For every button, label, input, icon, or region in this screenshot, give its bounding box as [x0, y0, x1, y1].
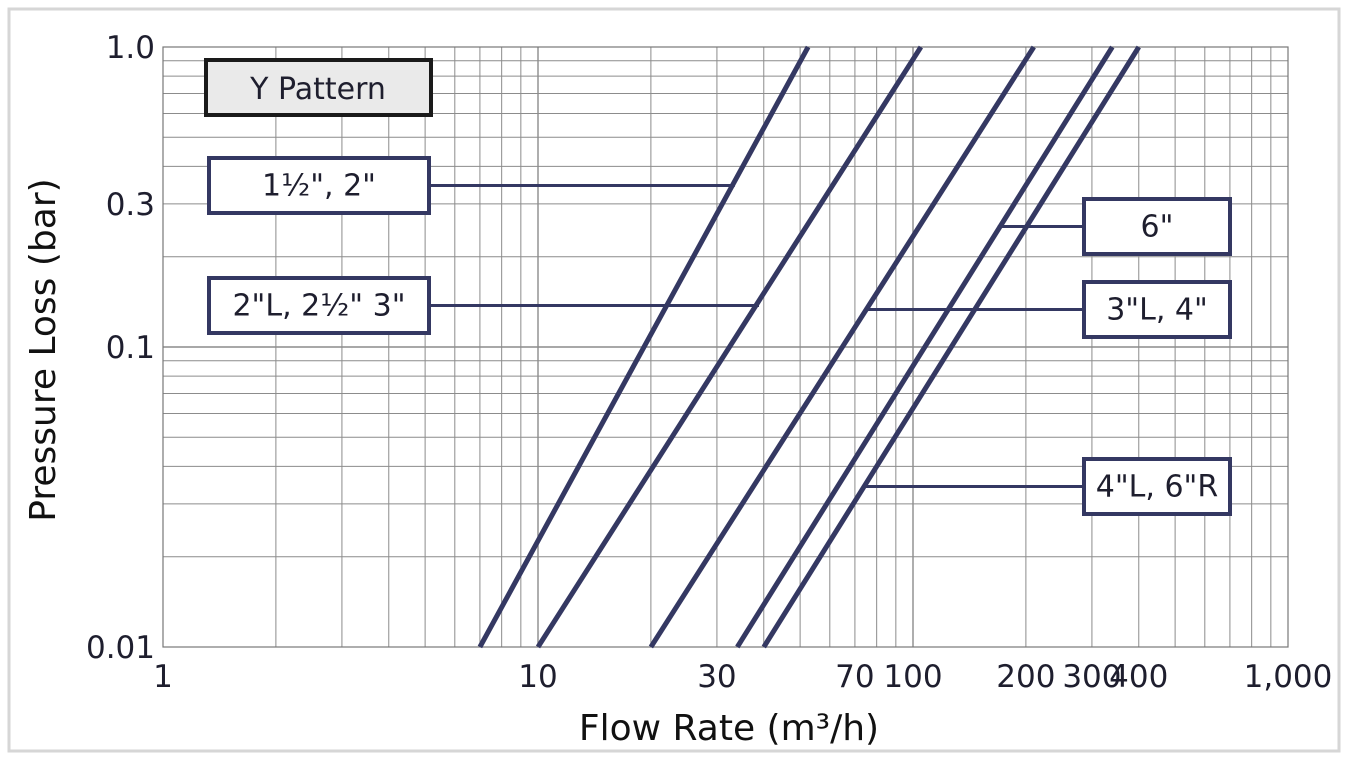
outer-frame: [7, 7, 1341, 753]
y-axis-title: Pressure Loss (bar): [23, 178, 64, 521]
x-tick-label: 10: [518, 659, 557, 695]
callout-leader-line: [864, 483, 1084, 488]
x-tick-label: 400: [1109, 659, 1168, 695]
series-lines: [477, 45, 1141, 649]
series-line-1: [477, 45, 811, 649]
grid: [163, 47, 1288, 647]
x-tick-label: 100: [883, 659, 942, 695]
series-line-3: [648, 45, 1036, 649]
x-tick-label: 30: [697, 659, 736, 695]
x-axis-title: Flow Rate (m³/h): [579, 708, 879, 749]
legend-title-box: Y Pattern: [204, 58, 433, 117]
y-tick-label: 0.3: [106, 187, 155, 223]
legend-title: Y Pattern: [249, 72, 386, 107]
series-line-4: [735, 45, 1115, 649]
y-tick-label: 0.1: [106, 330, 155, 366]
callout-box: [1082, 457, 1232, 516]
callout-leader-line: [429, 183, 735, 187]
x-tick-label: 200: [996, 659, 1055, 695]
callout-label: 1½", 2": [262, 169, 376, 204]
callout-label: 3"L, 4": [1106, 293, 1208, 328]
callout-box: [207, 156, 431, 215]
x-tick-label: 1,000: [1244, 659, 1333, 695]
callout-box: [1082, 280, 1232, 339]
callout-box: [207, 276, 431, 335]
x-tick-label: 300: [1062, 659, 1121, 695]
callout-label: 2"L, 2½" 3": [232, 289, 405, 324]
callout-label: 6": [1141, 210, 1174, 245]
series-line-2: [535, 45, 924, 649]
y-tick-label: 1.0: [106, 30, 155, 66]
x-tick-label: 70: [835, 659, 874, 695]
callouts: 1½", 2" 2"L, 2½" 3" 6" 3"L, 4" 4"L, 6"R: [207, 156, 1232, 516]
callout-box: [1082, 197, 1232, 256]
y-tick-label: 0.01: [86, 630, 155, 666]
callout-label: 4"L, 6"R: [1096, 470, 1218, 505]
callout-leader-line: [865, 307, 1084, 311]
series-line-5: [761, 45, 1141, 649]
legend-title-frame: [204, 58, 433, 117]
x-tick-label: 1: [153, 659, 173, 695]
callout-leader-line: [429, 303, 759, 307]
callout-leader-line: [997, 225, 1084, 228]
plot-area-border: [162, 46, 1289, 648]
